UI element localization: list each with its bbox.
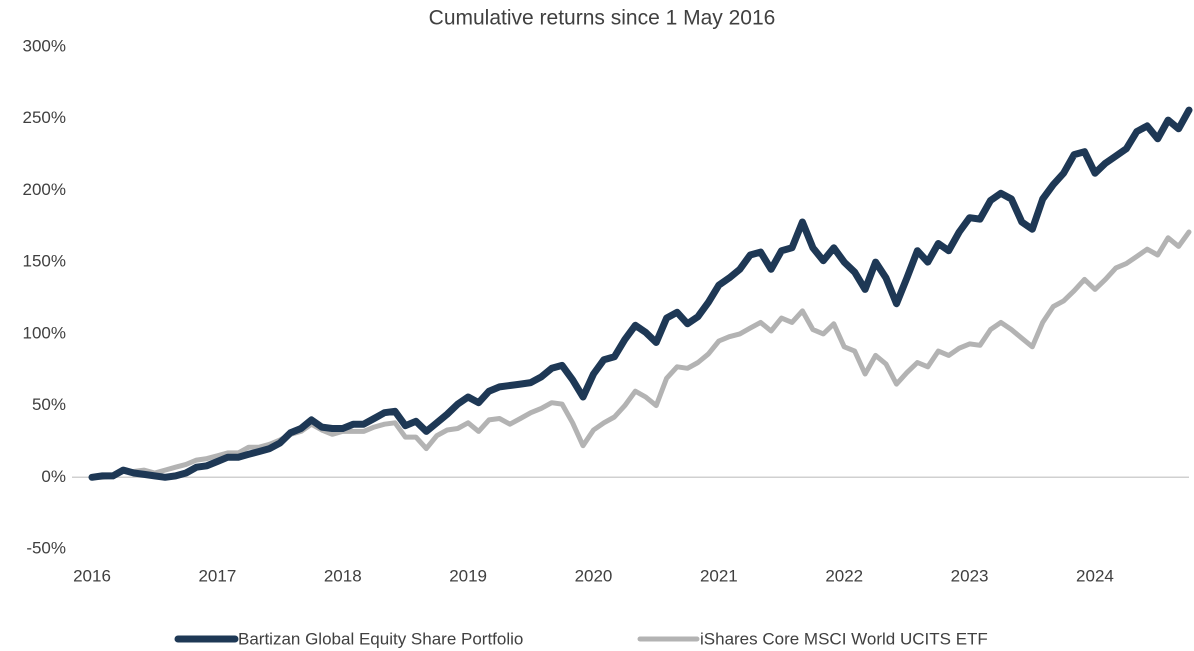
x-tick-label: 2020: [575, 566, 613, 585]
y-tick-label: 50%: [32, 395, 66, 414]
y-tick-label: -50%: [26, 538, 66, 557]
x-tick-label: 2017: [198, 566, 236, 585]
x-tick-label: 2018: [324, 566, 362, 585]
x-tick-label: 2021: [700, 566, 738, 585]
y-tick-label: 250%: [23, 108, 66, 127]
chart-title: Cumulative returns since 1 May 2016: [429, 7, 776, 30]
y-tick-label: 300%: [23, 36, 66, 55]
y-tick-label: 100%: [23, 323, 66, 342]
series-line: [89, 229, 1192, 480]
x-tick-label: 2024: [1076, 566, 1114, 585]
y-tick-label: 0%: [41, 467, 66, 486]
x-tick-label: 2016: [73, 566, 111, 585]
y-tick-label: 150%: [23, 252, 66, 271]
x-tick-label: 2022: [825, 566, 863, 585]
x-tick-label: 2019: [449, 566, 487, 585]
series-line: [88, 106, 1193, 481]
y-tick-label: 200%: [23, 180, 66, 199]
x-tick-label: 2023: [951, 566, 989, 585]
legend-label: Bartizan Global Equity Share Portfolio: [238, 629, 523, 648]
legend-label: iShares Core MSCI World UCITS ETF: [700, 629, 988, 648]
